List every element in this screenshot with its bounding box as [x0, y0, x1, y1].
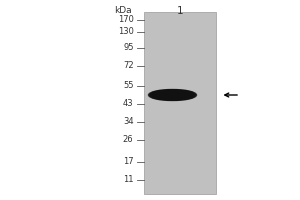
Text: 17: 17	[123, 158, 134, 166]
Ellipse shape	[154, 90, 191, 100]
Text: 130: 130	[118, 27, 134, 36]
Text: 11: 11	[123, 176, 134, 184]
Text: 1: 1	[177, 6, 183, 16]
Ellipse shape	[157, 91, 188, 99]
Ellipse shape	[152, 90, 193, 100]
Ellipse shape	[149, 90, 196, 100]
Text: 55: 55	[123, 82, 134, 90]
Text: 43: 43	[123, 99, 134, 108]
Ellipse shape	[155, 91, 190, 99]
Ellipse shape	[152, 90, 194, 100]
Text: 26: 26	[123, 136, 134, 144]
Text: 34: 34	[123, 117, 134, 127]
Text: kDa: kDa	[114, 6, 132, 15]
Ellipse shape	[151, 90, 194, 100]
Ellipse shape	[148, 90, 196, 100]
Ellipse shape	[158, 91, 187, 99]
Text: 95: 95	[123, 44, 134, 52]
Ellipse shape	[154, 91, 190, 99]
Text: 170: 170	[118, 16, 134, 24]
Ellipse shape	[158, 91, 188, 99]
Text: 72: 72	[123, 62, 134, 71]
Bar	[144, 12, 216, 194]
